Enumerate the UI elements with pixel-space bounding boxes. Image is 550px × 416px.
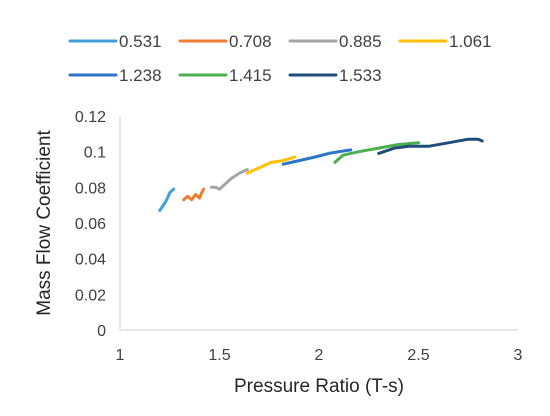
- y-axis-title: Mass Flow Coefficient: [34, 130, 55, 316]
- x-tick-label: 2.5: [407, 347, 429, 364]
- y-tick-label: 0.04: [75, 252, 106, 269]
- y-tick-label: 0.1: [84, 145, 106, 162]
- x-tick-label: 1: [116, 347, 125, 364]
- legend-label: 0.885: [339, 32, 382, 51]
- x-tick-label: 2: [315, 347, 324, 364]
- x-axis-title: Pressure Ratio (T-s): [234, 376, 404, 397]
- y-tick-label: 0.06: [75, 216, 106, 233]
- series-line-0.708: [182, 187, 206, 202]
- plot-axes: [119, 116, 518, 331]
- legend-item-0.708: 0.708: [178, 32, 272, 51]
- y-tick-labels: 0 0.02 0.04 0.06 0.08 0.1 0.12: [75, 109, 106, 340]
- legend-item-1.238: 1.238: [68, 66, 162, 85]
- legend-item-1.533: 1.533: [288, 66, 382, 85]
- legend-label: 1.415: [229, 66, 272, 85]
- y-tick-label: 0.12: [75, 109, 106, 126]
- legend-item-1.415: 1.415: [178, 66, 272, 85]
- legend-item-1.061: 1.061: [398, 32, 492, 51]
- legend-item-0.885: 0.885: [288, 32, 382, 51]
- y-tick-label: 0.02: [75, 287, 106, 304]
- x-tick-labels: 1 1.5 2 2.5 3: [116, 347, 523, 364]
- series-line-1.533: [377, 137, 484, 155]
- legend-label: 0.708: [229, 32, 272, 51]
- legend-label: 1.061: [449, 32, 492, 51]
- legend-label: 0.531: [119, 32, 162, 51]
- series-line-1.061: [245, 155, 297, 175]
- series-line-0.885: [210, 168, 249, 191]
- x-tick-label: 3: [514, 347, 523, 364]
- legend: 0.531 0.708 0.885 1.061 1.238 1.415 1.533: [68, 32, 492, 85]
- legend-label: 1.238: [119, 66, 162, 85]
- y-tick-label: 0: [97, 323, 106, 340]
- series-line-1.415: [333, 141, 420, 164]
- series-line-0.531: [158, 187, 176, 212]
- series-lines: [158, 137, 484, 212]
- x-tick-label: 1.5: [208, 347, 230, 364]
- legend-item-0.531: 0.531: [68, 32, 162, 51]
- series-line-1.238: [281, 148, 353, 166]
- y-tick-label: 0.08: [75, 180, 106, 197]
- legend-label: 1.533: [339, 66, 382, 85]
